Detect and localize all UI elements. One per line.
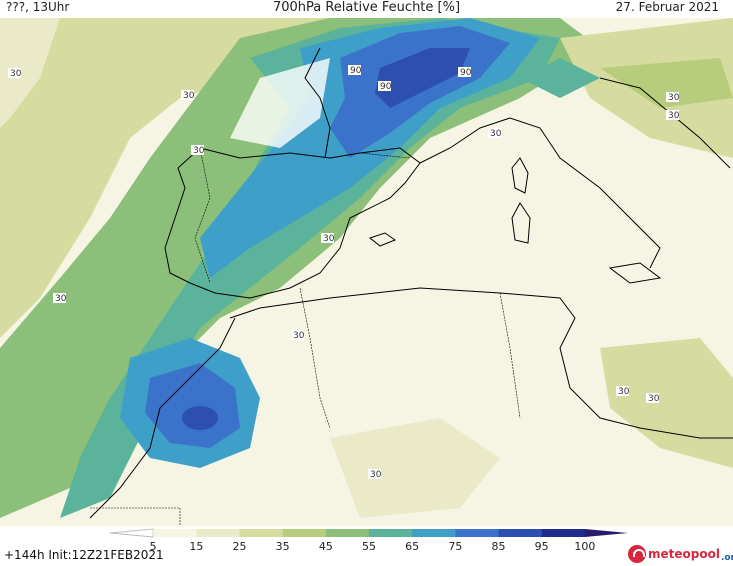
legend-tick-label: 55 [362,540,376,553]
humidity-area-green [0,18,600,518]
legend-tick-label: 5 [149,540,157,553]
legend-tick-label: 85 [491,540,506,553]
humidity-area-dark-blue [375,48,470,108]
contour-label-30: 30 [193,146,205,156]
morocco-coastline [89,317,236,519]
legend-tick-label: 75 [448,540,463,553]
corsica-outline [511,157,529,194]
legend-swatch [498,529,543,537]
forecast-time-label: ???, 13Uhr [6,0,70,14]
contour-labels: 30 30 30 30 30 30 30 30 30 30 30 90 90 9… [8,65,680,480]
dry-area-biscay [230,58,330,148]
contour-label-30: 30 [668,93,680,103]
france-west-coastline [304,47,331,159]
legend-tick-label: 65 [405,540,420,553]
humidity-area-sahara [330,418,500,518]
color-legend: 5 15 25 35 45 55 65 75 85 95 100 [0,526,733,566]
humidity-area-blue-south [145,363,240,448]
contour-label-30: 30 [55,294,67,304]
balearic-islands-outline [368,232,397,247]
forecast-date: 27. Februar 2021 [615,0,719,14]
contour-label-30: 30 [293,331,305,341]
legend-swatch [282,529,327,537]
country-borders [90,147,521,526]
legend-tick-label: 15 [189,540,204,553]
humidity-map: 30 30 30 30 30 30 30 30 30 30 30 90 90 9… [0,18,733,526]
sardinia-outline [511,202,531,244]
legend-tick-label: 95 [534,540,549,553]
humidity-area-pale-west [0,18,60,128]
legend-swatch [109,528,154,538]
legend-swatch [325,529,370,537]
contour-label-30: 30 [648,394,660,404]
legend-color-bar [109,528,628,538]
contour-label-30: 30 [183,91,195,101]
sicily-outline [608,262,662,284]
north-africa-coastline [229,287,733,439]
humidity-area-light-green [0,18,360,338]
legend-tick-label: 100 [574,540,596,553]
legend-swatch [239,529,284,537]
legend-swatch [541,529,586,537]
legend-tick-label: 35 [275,540,290,553]
humidity-area-libya [600,338,733,468]
legend-swatch [196,529,240,537]
header: ???, 13Uhr 700hPa Relative Feuchte [%] 2… [0,0,733,18]
legend-swatch [153,529,197,537]
legend-swatch [369,529,413,537]
morocco-algeria-border [299,287,331,429]
contour-label-30: 30 [490,129,502,139]
humidity-area-adriatic [600,58,733,108]
legend-swatch [455,529,499,537]
meteopool-logo[interactable]: meteopool .org [628,545,733,563]
logo-text: meteopool [648,547,720,561]
logo-icon [628,545,646,563]
western-sahara-border [90,507,181,526]
legend-swatch [584,529,628,537]
contour-label-90: 90 [380,82,392,92]
algeria-tunisia-border [499,292,521,419]
contour-label-30: 30 [618,387,630,397]
contour-label-30: 30 [10,69,22,79]
init-time-label: +144h Init:12Z21FEB2021 [4,548,164,562]
humidity-area-alps [520,58,600,98]
legend-tick-label: 25 [232,540,247,553]
humidity-core-south [182,406,218,430]
legend-tick-label: 45 [318,540,333,553]
legend-swatch [412,529,456,537]
contour-label-30: 30 [668,111,680,121]
contour-label-30: 30 [323,234,335,244]
mediterranean-north-coastline [419,117,661,269]
contour-label-90: 90 [460,68,472,78]
map-title: 700hPa Relative Feuchte [%] [272,0,461,15]
spain-portugal-border [194,147,211,284]
contour-label-30: 30 [370,470,382,480]
spain-france-border [329,152,411,159]
contour-label-90: 90 [350,66,362,76]
logo-tld: .org [720,553,733,563]
